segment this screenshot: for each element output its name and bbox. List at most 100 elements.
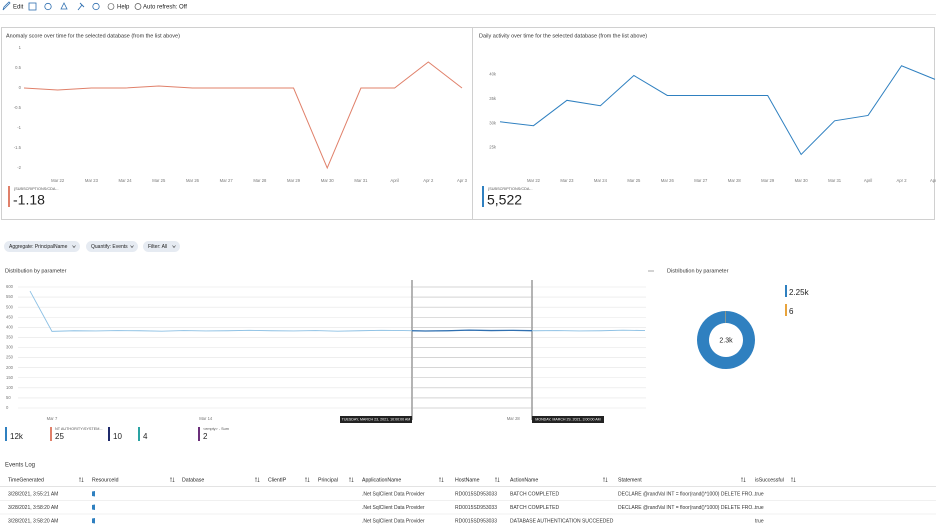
selection-label-bg [340, 416, 412, 423]
clock-icon[interactable] [134, 3, 142, 10]
y-tick-label: -2 [17, 165, 21, 170]
y-tick-label: 0 [19, 85, 22, 90]
x-tick-label: Mar 29 [287, 178, 301, 183]
more-menu[interactable] [648, 270, 654, 272]
x-tick-label: Mar 30 [321, 178, 335, 183]
dot [650, 270, 652, 272]
resource-icon [92, 491, 95, 497]
column-header[interactable]: ActionName [510, 477, 538, 483]
legend-name: NT AUTHORITY\SYSTEM... [55, 427, 103, 431]
donut-slice [696, 311, 755, 369]
donut-total: 2.3k [719, 337, 733, 344]
legend-swatch [138, 427, 140, 441]
table-cell: .Net SqlClient Data Provider [362, 518, 425, 524]
filter-chevron [172, 245, 176, 248]
sort-icon[interactable] [494, 477, 500, 483]
table-cell: .Net SqlClient Data Provider [362, 505, 425, 511]
column-header[interactable]: isSuccessful [755, 477, 784, 483]
sort-icon[interactable] [348, 477, 354, 483]
legend-value: 4 [143, 432, 148, 441]
table-cell: BATCH COMPLETED [510, 505, 559, 511]
x-tick-label: Mar 22 [51, 178, 65, 183]
sort-icon[interactable] [169, 477, 175, 483]
legend-value: 6 [789, 307, 794, 316]
legend-name: <empty> - Sum [203, 427, 229, 431]
column-header[interactable]: HostName [455, 477, 480, 483]
feedback-icon[interactable] [92, 2, 100, 11]
summary-label: {SUBSCRIPTIONS/CDA... [14, 187, 59, 191]
x-tick-label: Mar 26 [661, 178, 675, 183]
sort-icon[interactable] [790, 477, 796, 483]
y-tick-label: 350 [6, 335, 14, 340]
series-line [23, 61, 463, 170]
y-tick-label: 0.5 [15, 65, 21, 70]
help-button[interactable]: Help [117, 5, 130, 11]
column-header[interactable]: Principal [318, 477, 338, 483]
x-tick-label: Mar 7 [47, 416, 58, 421]
y-tick-label: 300 [6, 345, 14, 350]
summary-color-bar [482, 186, 484, 207]
filter-pill-label[interactable]: Aggregate: PrincipalName [9, 244, 68, 250]
summary-value: -1.18 [13, 192, 45, 208]
table-cell: 3/28/2021, 3:55:21 AM [8, 491, 58, 497]
save-icon[interactable] [28, 2, 37, 11]
share-icon[interactable] [60, 2, 68, 10]
filter-pill[interactable] [143, 241, 180, 252]
x-tick-label: Apr 2 [897, 178, 908, 183]
y-tick-label: 600 [6, 284, 14, 289]
column-header[interactable]: Database [182, 477, 204, 483]
x-tick-label: April [864, 178, 872, 183]
x-tick-label: Mar 28 [253, 178, 267, 183]
help-icon[interactable] [107, 3, 115, 10]
sort-icon[interactable] [78, 477, 84, 483]
column-header[interactable]: ResourceId [92, 477, 119, 483]
dot [648, 270, 650, 272]
series-line [499, 65, 936, 156]
summary-value: 5,522 [487, 192, 522, 208]
y-tick-label: 40k [489, 72, 497, 77]
column-header[interactable]: ClientIP [268, 477, 287, 483]
chart-title: Anomaly score over time for the selected… [6, 33, 180, 39]
edit-button[interactable]: Edit [13, 5, 24, 11]
y-tick-label: 250 [6, 355, 14, 360]
pin-icon[interactable] [77, 2, 85, 11]
sort-icon[interactable] [254, 477, 260, 483]
x-tick-label: Mar 24 [594, 178, 608, 183]
sort-icon[interactable] [304, 477, 310, 483]
legend-swatch [5, 427, 7, 441]
table-cell: .Net SqlClient Data Provider [362, 491, 425, 497]
legend-swatch [50, 427, 52, 441]
resource-icon [92, 504, 95, 510]
filter-pill[interactable] [86, 241, 138, 252]
y-tick-label: 450 [6, 314, 14, 319]
table-cell: 3/28/2021, 3:58:20 AM [8, 518, 58, 524]
events-log-title: Events Log [5, 463, 35, 469]
filter-chevron [72, 245, 76, 248]
filter-pill-label[interactable]: Filter: All [148, 244, 167, 250]
sort-icon[interactable] [438, 477, 444, 483]
top-panel-frame [1, 27, 935, 220]
column-header[interactable]: TimeGenerated [8, 477, 44, 483]
legend-value: 12k [10, 432, 24, 441]
column-header[interactable]: Statement [618, 477, 642, 483]
filter-pill-label[interactable]: Quantify: Events [91, 244, 128, 250]
summary-color-bar [8, 186, 10, 207]
table-cell: DECLARE @randVal INT = floor(rand()*1000… [618, 505, 756, 511]
y-tick-label: 35k [489, 96, 497, 101]
sort-icon[interactable] [740, 477, 746, 483]
x-tick-label: Apr 3 [457, 178, 468, 183]
auto-refresh-button[interactable]: Auto refresh: Off [143, 5, 187, 11]
sort-icon[interactable] [602, 477, 608, 483]
x-tick-label: Mar 14 [199, 416, 213, 421]
filter-pill[interactable] [4, 241, 80, 252]
y-tick-label: 150 [6, 375, 14, 380]
refresh-icon[interactable] [44, 2, 52, 11]
y-tick-label: -0.5 [14, 105, 22, 110]
table-cell: BATCH COMPLETED [510, 491, 559, 497]
edit-icon[interactable] [2, 1, 11, 11]
x-tick-label: Mar 25 [627, 178, 641, 183]
x-tick-label: Mar 24 [119, 178, 133, 183]
column-header[interactable]: ApplicationName [362, 477, 401, 483]
table-cell: true [755, 505, 764, 511]
